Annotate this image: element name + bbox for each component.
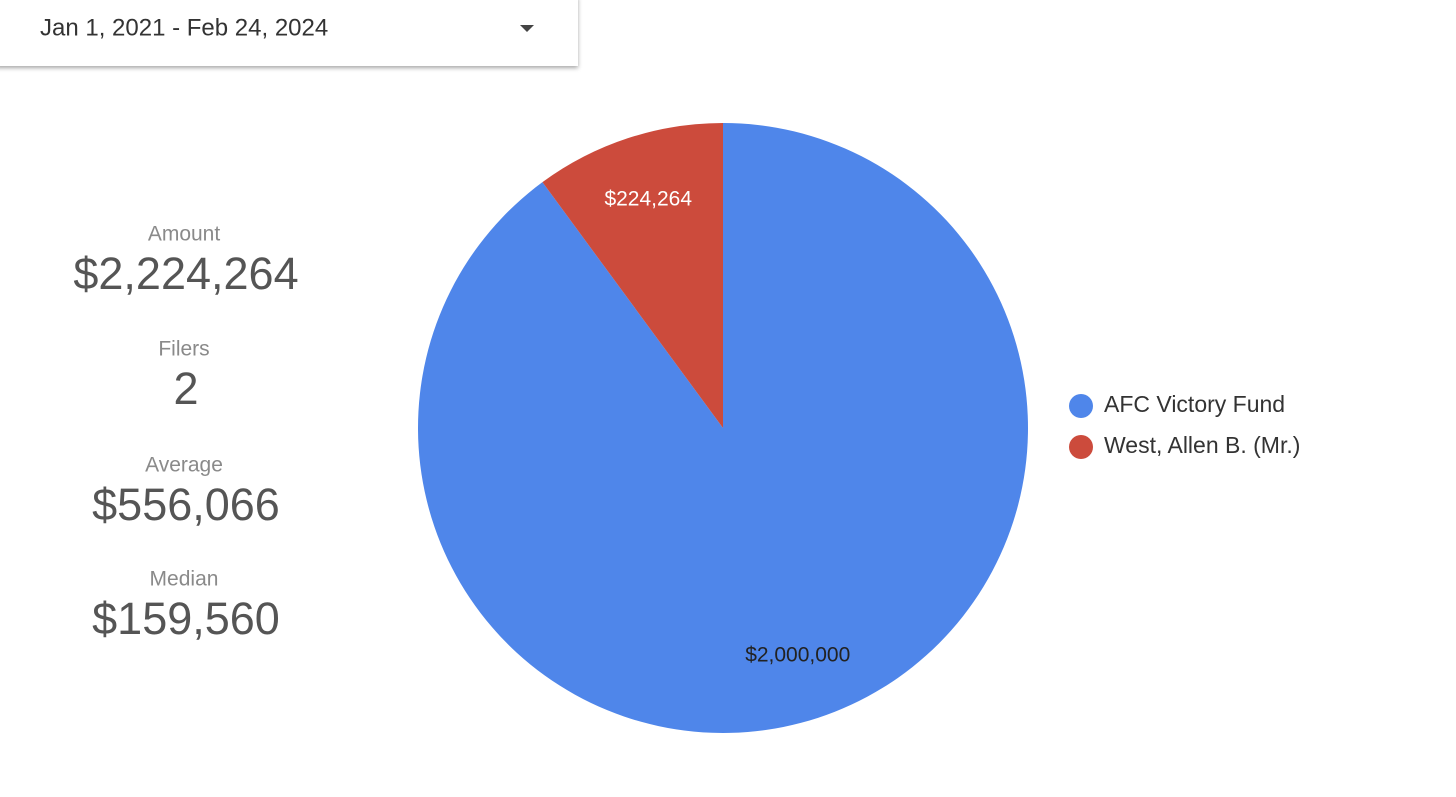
scorecard-value: 2 xyxy=(173,363,198,414)
slice-label: $2,000,000 xyxy=(745,644,850,667)
date-range-picker[interactable]: Jan 1, 2021 - Feb 24, 2024 xyxy=(0,0,578,66)
scorecard-value: $556,066 xyxy=(92,479,280,530)
legend: AFC Victory Fund West, Allen B. (Mr.) xyxy=(1069,391,1300,459)
date-range-box[interactable] xyxy=(0,0,578,66)
pie-chart: $2,000,000 $224,264 xyxy=(418,123,1029,733)
pie-slice xyxy=(542,123,723,428)
scorecard-label: Median xyxy=(150,568,219,591)
pie-slice xyxy=(418,123,1029,733)
date-range-text[interactable]: Jan 1, 2021 - Feb 24, 2024 xyxy=(40,14,328,41)
dropdown-arrow[interactable] xyxy=(520,25,534,32)
legend-swatch xyxy=(1069,435,1093,459)
scorecard-value: $2,224,264 xyxy=(73,248,298,299)
legend-swatch xyxy=(1069,394,1093,418)
scorecard-value: $159,560 xyxy=(92,593,280,644)
scorecard-label: Average xyxy=(145,454,223,477)
legend-label: AFC Victory Fund xyxy=(1104,391,1285,417)
slice-label: $224,264 xyxy=(604,187,692,210)
legend-label: West, Allen B. (Mr.) xyxy=(1104,432,1300,458)
scorecard-label: Filers xyxy=(158,338,209,361)
scorecard-label: Amount xyxy=(148,223,221,246)
